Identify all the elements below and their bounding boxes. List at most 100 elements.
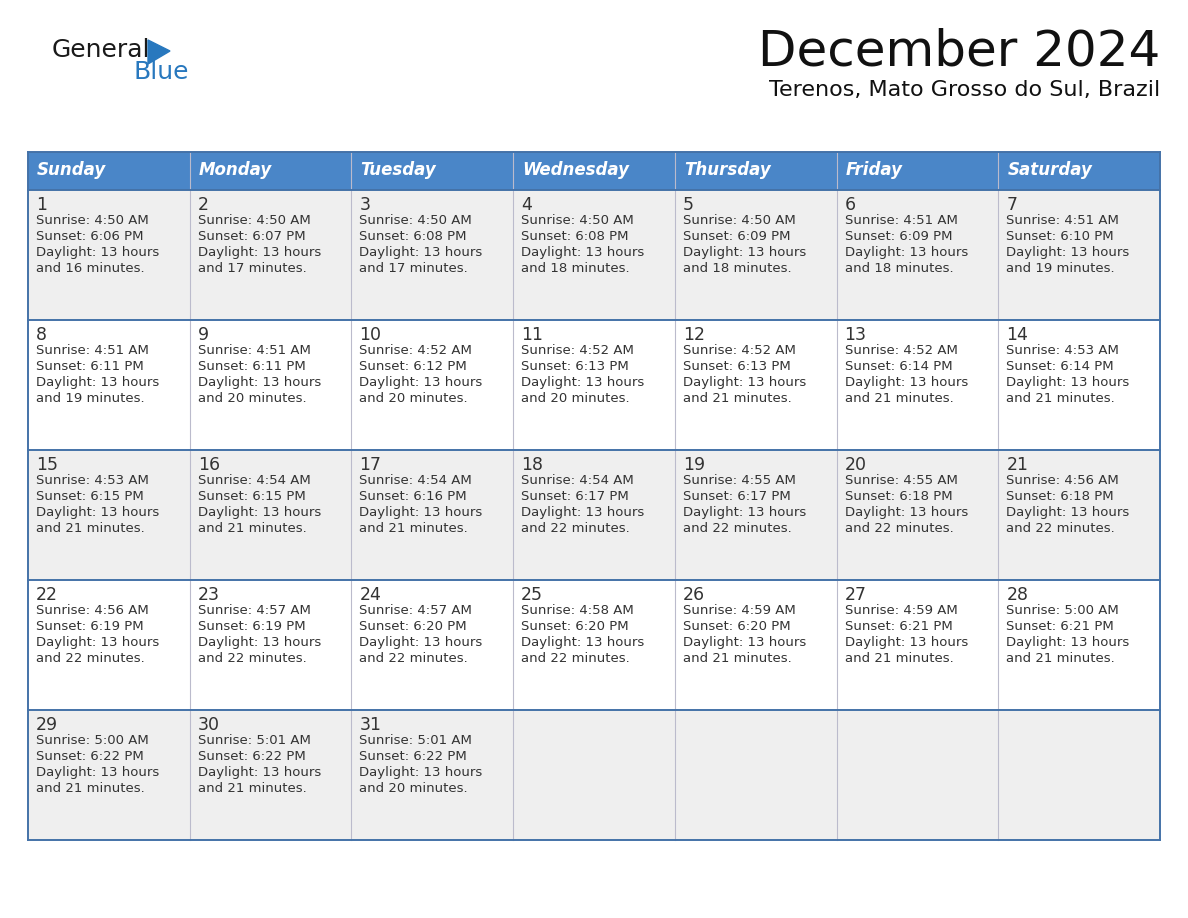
Text: and 21 minutes.: and 21 minutes. [683,392,791,405]
Text: Sunrise: 5:01 AM: Sunrise: 5:01 AM [360,734,473,747]
Text: Sunset: 6:11 PM: Sunset: 6:11 PM [36,360,144,373]
Text: and 20 minutes.: and 20 minutes. [360,392,468,405]
Bar [513,580,675,710]
Text: and 21 minutes.: and 21 minutes. [197,782,307,795]
Text: and 21 minutes.: and 21 minutes. [1006,392,1116,405]
Text: 29: 29 [36,716,58,734]
Bar [675,320,836,450]
Text: 2: 2 [197,196,209,214]
Text: 12: 12 [683,326,704,344]
Text: Sunset: 6:14 PM: Sunset: 6:14 PM [1006,360,1114,373]
Text: Sunrise: 4:53 AM: Sunrise: 4:53 AM [36,474,148,487]
Text: and 21 minutes.: and 21 minutes. [683,652,791,665]
Text: Sunset: 6:12 PM: Sunset: 6:12 PM [360,360,467,373]
Text: 30: 30 [197,716,220,734]
Text: and 21 minutes.: and 21 minutes. [845,652,953,665]
Text: Sunset: 6:09 PM: Sunset: 6:09 PM [683,230,790,243]
Text: Sunrise: 4:51 AM: Sunrise: 4:51 AM [845,214,958,227]
Text: Sunrise: 4:54 AM: Sunrise: 4:54 AM [522,474,634,487]
Text: Sunrise: 4:50 AM: Sunrise: 4:50 AM [197,214,310,227]
Text: 5: 5 [683,196,694,214]
Text: Daylight: 13 hours: Daylight: 13 hours [683,246,807,259]
Text: Daylight: 13 hours: Daylight: 13 hours [360,376,482,389]
Text: 18: 18 [522,456,543,474]
Text: Sunrise: 4:55 AM: Sunrise: 4:55 AM [683,474,796,487]
Text: Daylight: 13 hours: Daylight: 13 hours [360,766,482,779]
Text: Sunrise: 4:50 AM: Sunrise: 4:50 AM [683,214,796,227]
Text: Wednesday: Wednesday [523,161,630,179]
Bar [29,320,190,450]
Text: 21: 21 [1006,456,1029,474]
Text: Sunset: 6:19 PM: Sunset: 6:19 PM [36,620,144,633]
Text: Sunrise: 4:56 AM: Sunrise: 4:56 AM [36,604,148,617]
Text: and 21 minutes.: and 21 minutes. [1006,652,1116,665]
Bar [29,580,190,710]
Bar [836,320,998,450]
Bar [836,580,998,710]
Text: Daylight: 13 hours: Daylight: 13 hours [683,636,807,649]
Text: Sunset: 6:08 PM: Sunset: 6:08 PM [360,230,467,243]
Text: Daylight: 13 hours: Daylight: 13 hours [845,506,968,519]
Text: Sunrise: 5:00 AM: Sunrise: 5:00 AM [1006,604,1119,617]
Text: and 22 minutes.: and 22 minutes. [360,652,468,665]
Bar [836,152,998,190]
Text: Daylight: 13 hours: Daylight: 13 hours [1006,636,1130,649]
Bar [190,580,352,710]
Text: Daylight: 13 hours: Daylight: 13 hours [360,636,482,649]
Bar [29,152,190,190]
Text: Sunrise: 4:51 AM: Sunrise: 4:51 AM [36,344,148,357]
Text: Sunrise: 4:51 AM: Sunrise: 4:51 AM [197,344,310,357]
Text: and 22 minutes.: and 22 minutes. [683,522,791,535]
Text: Sunrise: 4:52 AM: Sunrise: 4:52 AM [360,344,473,357]
Text: 8: 8 [36,326,48,344]
Text: Sunrise: 4:56 AM: Sunrise: 4:56 AM [1006,474,1119,487]
Text: Sunset: 6:17 PM: Sunset: 6:17 PM [683,490,790,503]
Bar [675,190,836,320]
Text: 14: 14 [1006,326,1028,344]
Bar [998,580,1159,710]
Text: 3: 3 [360,196,371,214]
Bar [998,450,1159,580]
Bar [190,710,352,840]
Text: and 19 minutes.: and 19 minutes. [36,392,145,405]
Text: Daylight: 13 hours: Daylight: 13 hours [1006,246,1130,259]
Text: Daylight: 13 hours: Daylight: 13 hours [36,766,159,779]
Text: Sunrise: 4:57 AM: Sunrise: 4:57 AM [197,604,310,617]
Text: Thursday: Thursday [684,161,771,179]
Text: Sunset: 6:22 PM: Sunset: 6:22 PM [36,750,144,763]
Text: and 16 minutes.: and 16 minutes. [36,262,145,275]
Text: Sunset: 6:11 PM: Sunset: 6:11 PM [197,360,305,373]
Bar [675,450,836,580]
Text: and 18 minutes.: and 18 minutes. [522,262,630,275]
Text: 28: 28 [1006,586,1029,604]
Text: and 21 minutes.: and 21 minutes. [360,522,468,535]
Text: Sunrise: 4:54 AM: Sunrise: 4:54 AM [197,474,310,487]
Text: 25: 25 [522,586,543,604]
Text: Sunset: 6:21 PM: Sunset: 6:21 PM [845,620,953,633]
Text: Sunrise: 4:57 AM: Sunrise: 4:57 AM [360,604,473,617]
Text: Daylight: 13 hours: Daylight: 13 hours [522,636,644,649]
Text: Sunset: 6:20 PM: Sunset: 6:20 PM [683,620,790,633]
Text: and 21 minutes.: and 21 minutes. [36,522,145,535]
Text: 6: 6 [845,196,855,214]
Text: 9: 9 [197,326,209,344]
Text: Daylight: 13 hours: Daylight: 13 hours [360,506,482,519]
Text: Daylight: 13 hours: Daylight: 13 hours [683,376,807,389]
Text: Sunrise: 4:59 AM: Sunrise: 4:59 AM [683,604,796,617]
Text: Sunrise: 5:01 AM: Sunrise: 5:01 AM [197,734,310,747]
Text: Sunset: 6:21 PM: Sunset: 6:21 PM [1006,620,1114,633]
Text: 24: 24 [360,586,381,604]
Text: and 17 minutes.: and 17 minutes. [197,262,307,275]
Bar [675,710,836,840]
Text: Daylight: 13 hours: Daylight: 13 hours [36,246,159,259]
Text: 11: 11 [522,326,543,344]
Text: Sunset: 6:10 PM: Sunset: 6:10 PM [1006,230,1114,243]
Bar [675,580,836,710]
Bar [352,320,513,450]
Text: and 21 minutes.: and 21 minutes. [36,782,145,795]
Text: 27: 27 [845,586,866,604]
Bar [190,190,352,320]
Bar [190,450,352,580]
Bar [352,190,513,320]
Text: Sunset: 6:14 PM: Sunset: 6:14 PM [845,360,953,373]
